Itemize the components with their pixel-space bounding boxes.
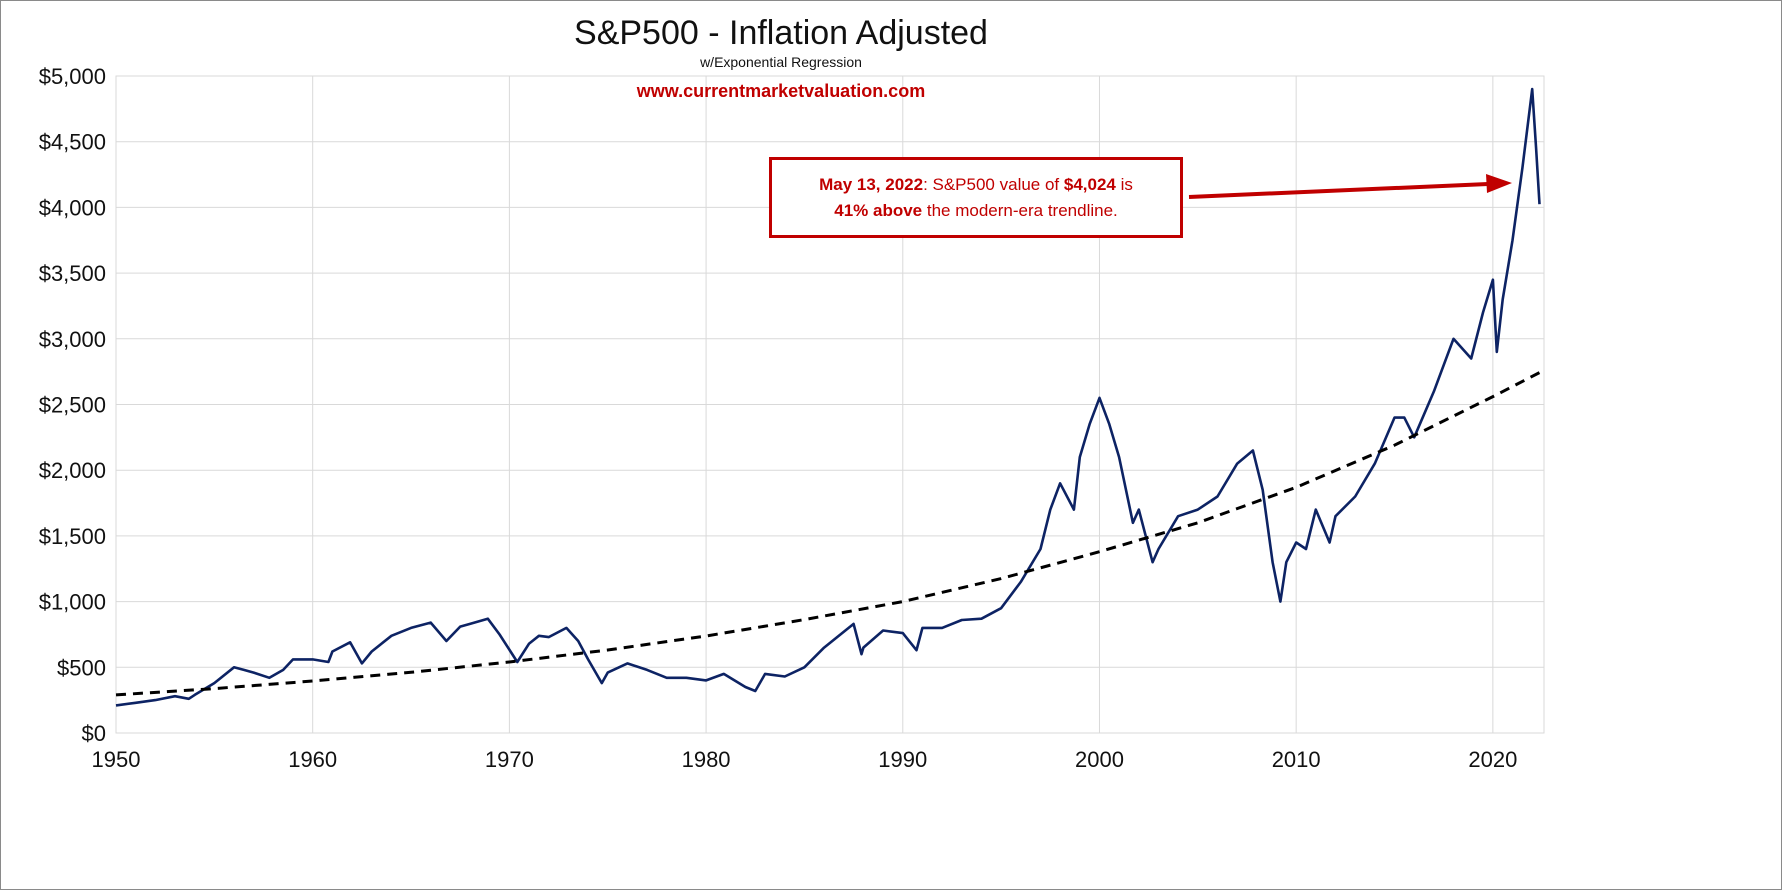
annotation-text-3: the modern-era trendline. (922, 201, 1118, 220)
annotation-arrow (1188, 174, 1512, 199)
arrow-head (1486, 174, 1512, 193)
y-tick-label: $2,500 (39, 393, 106, 418)
x-tick-label: 1990 (878, 747, 927, 772)
y-tick-label: $2,000 (39, 458, 106, 483)
x-tick-label: 2020 (1468, 747, 1517, 772)
y-tick-label: $500 (57, 655, 106, 680)
y-tick-label: $4,500 (39, 130, 106, 155)
x-tick-label: 1950 (92, 747, 141, 772)
annotation-text-2: is (1115, 175, 1133, 194)
x-tick-label: 2010 (1272, 747, 1321, 772)
annotation-text-1: : S&P500 value of (923, 175, 1064, 194)
source-url[interactable]: www.currentmarketvaluation.com (636, 81, 926, 101)
arrow-shaft (1188, 182, 1489, 199)
sp500-line (115, 87, 1541, 707)
annotation-date: May 13, 2022 (819, 175, 924, 194)
y-tick-label: $0 (82, 721, 106, 746)
trendline (115, 368, 1545, 697)
y-tick-label: $5,000 (39, 64, 106, 89)
y-tick-label: $1,500 (39, 524, 106, 549)
x-tick-label: 1970 (485, 747, 534, 772)
annotation-value: $4,024 (1063, 175, 1116, 194)
annotation-box: May 13, 2022: S&P500 value of $4,024 is 4… (769, 157, 1183, 238)
y-axis: $0 $500 $1,000 $1,500 $2,000 $2,500 $3,000 $3,5… (39, 64, 106, 746)
y-tick-label: $4,000 (39, 195, 106, 220)
y-tick-label: $3,500 (39, 261, 106, 286)
annotation-pct: 41% above (834, 201, 923, 220)
x-tick-label: 1960 (288, 747, 337, 772)
y-tick-label: $3,000 (39, 327, 106, 352)
x-axis: 1950 1960 1970 1980 1990 2000 2010 2020 (92, 747, 1518, 772)
y-tick-label: $1,000 (39, 590, 106, 615)
chart-title: S&P500 - Inflation Adjusted (574, 14, 988, 52)
chart-subtitle: w/Exponential Regression (700, 54, 862, 70)
x-tick-label: 1980 (682, 747, 731, 772)
series (115, 87, 1545, 707)
x-tick-label: 2000 (1075, 747, 1124, 772)
